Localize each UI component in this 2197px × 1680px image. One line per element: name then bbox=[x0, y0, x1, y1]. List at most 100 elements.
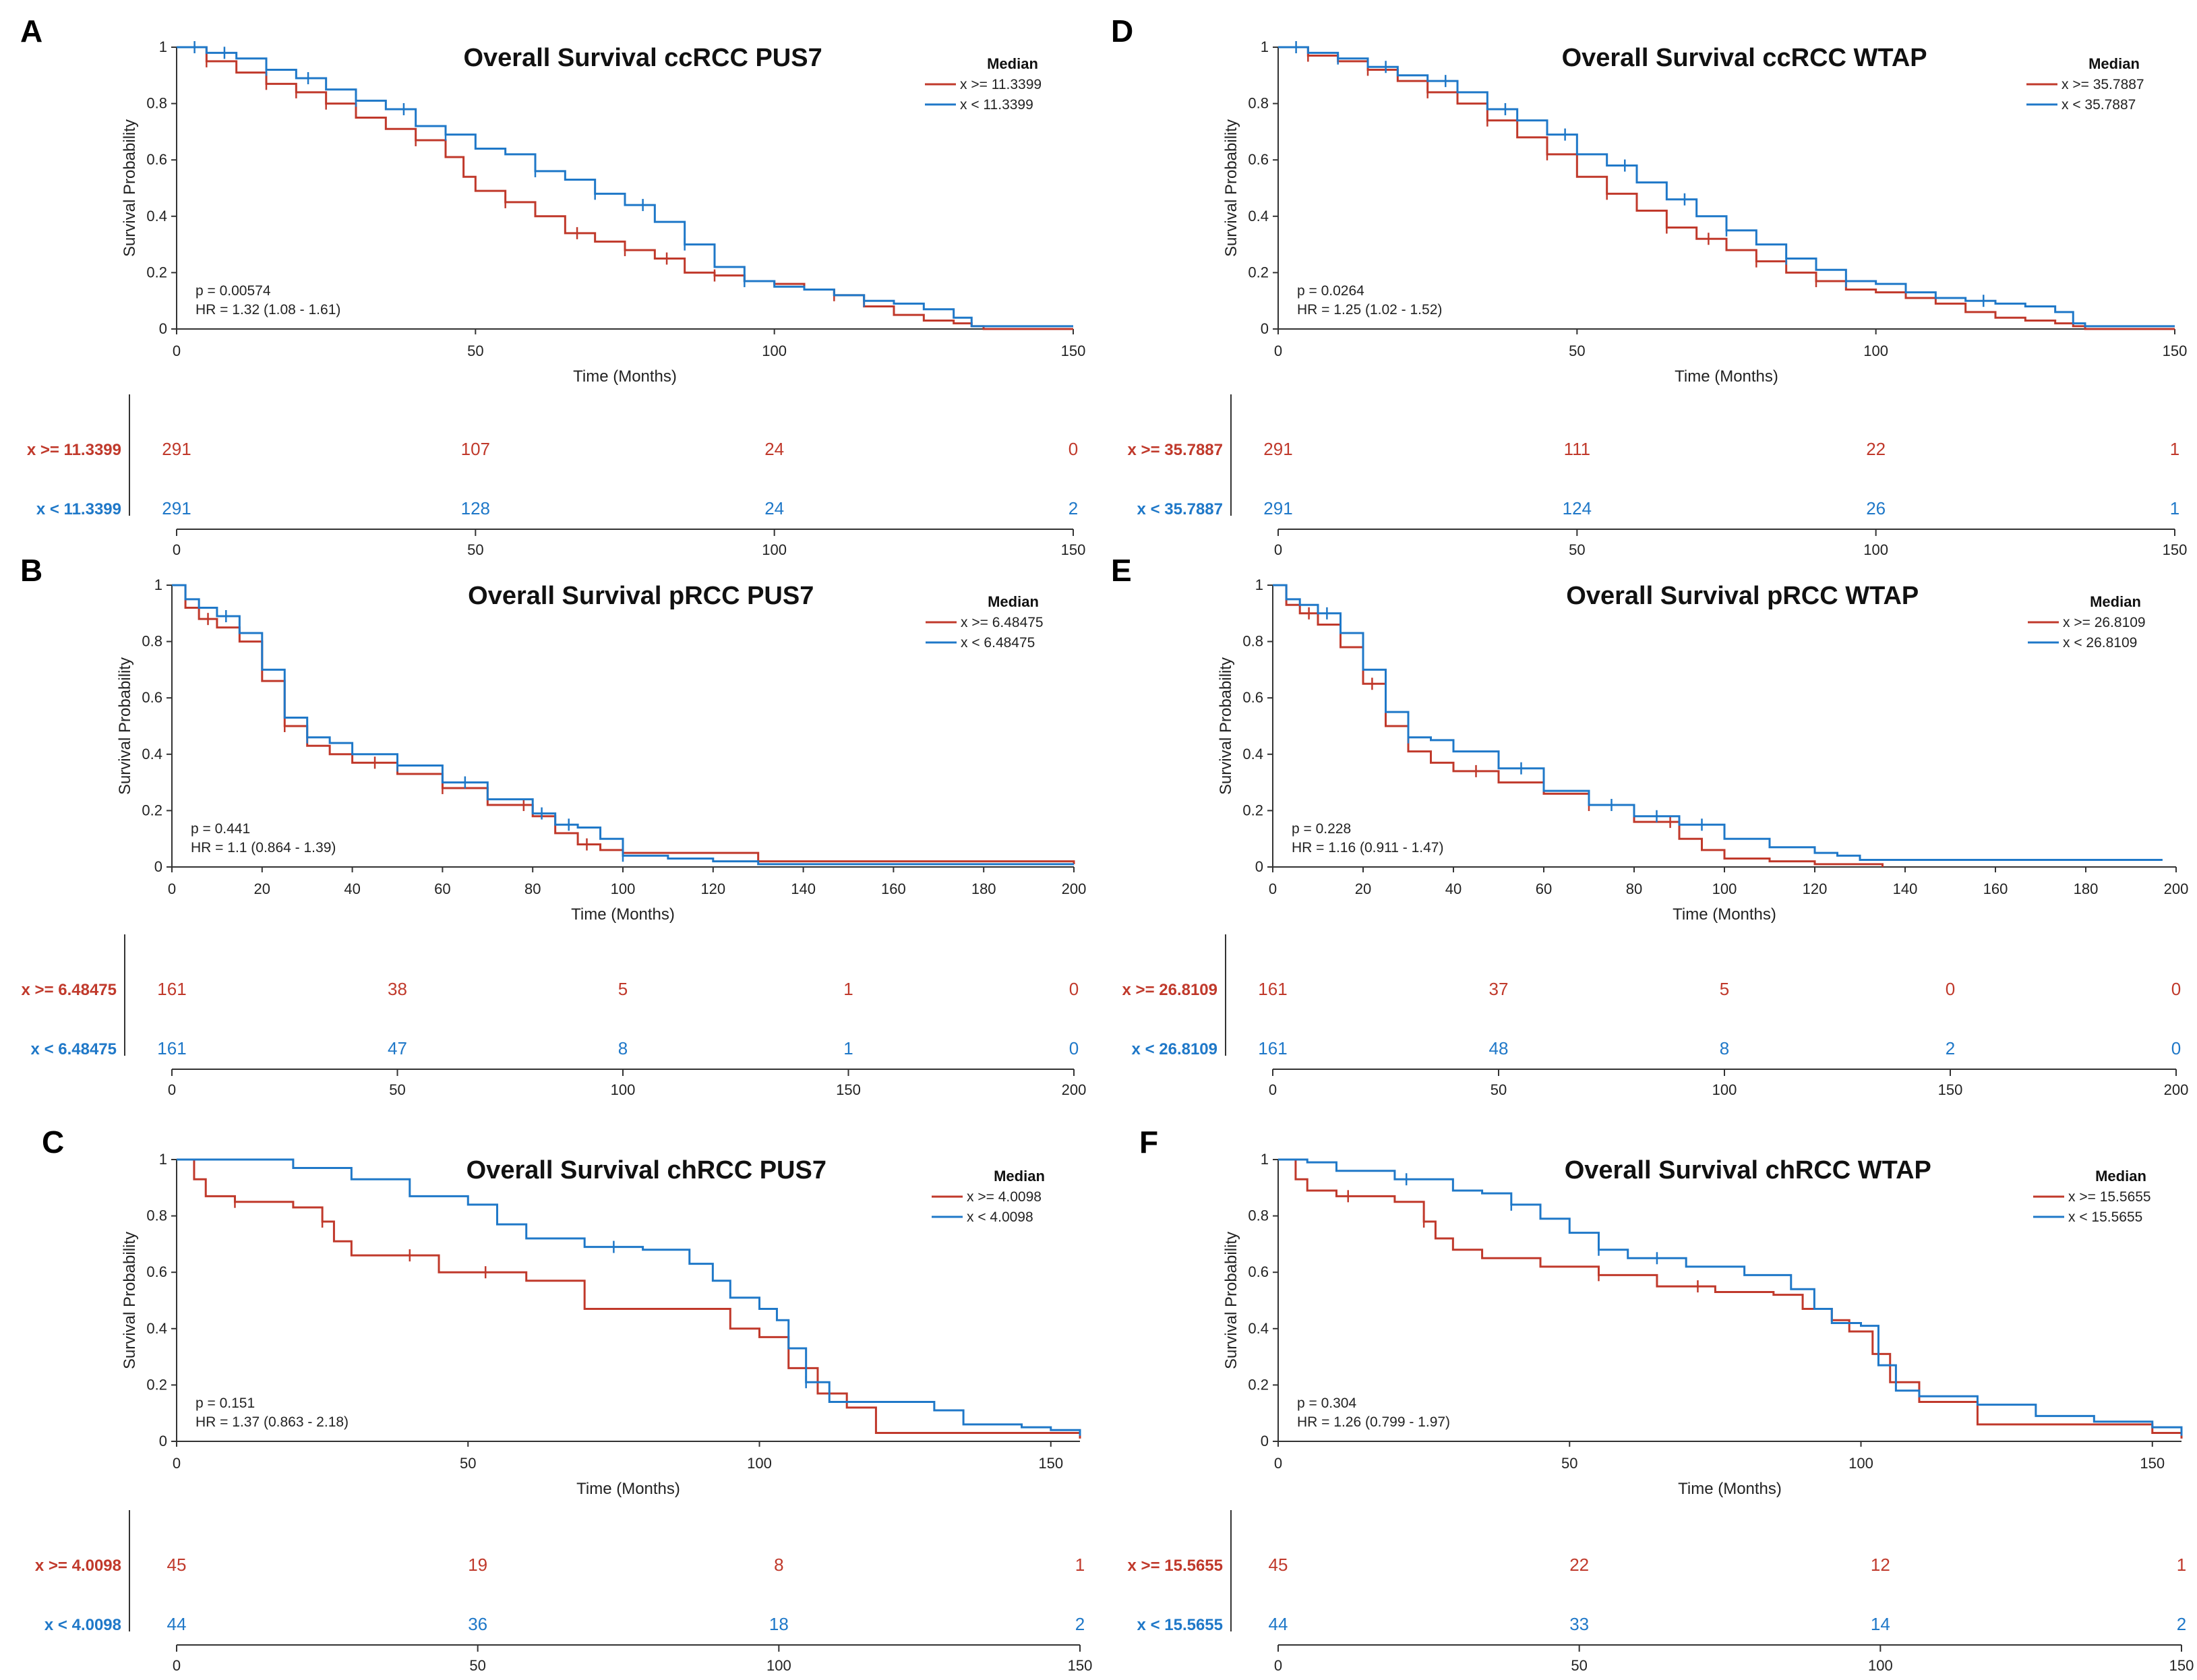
risk-count: 2 bbox=[1069, 498, 1078, 518]
risk-tick-label: 150 bbox=[2169, 1657, 2194, 1674]
legend-entry: x >= 35.7887 bbox=[2061, 77, 2144, 92]
risk-count: 45 bbox=[1269, 1555, 1288, 1575]
risk-tick-label: 0 bbox=[1274, 1657, 1282, 1674]
risk-count: 12 bbox=[1871, 1555, 1890, 1575]
y-tick-label: 0.6 bbox=[1248, 151, 1269, 168]
panel-letter: E bbox=[1111, 553, 1132, 588]
y-tick-label: 1 bbox=[1255, 576, 1263, 593]
x-tick-label: 150 bbox=[1038, 1455, 1063, 1472]
risk-count: 44 bbox=[1269, 1614, 1288, 1634]
x-tick-label: 40 bbox=[1445, 880, 1462, 897]
risk-count: 1 bbox=[2170, 439, 2179, 459]
panel-f: F Overall Survival chRCC WTAP 0 0.2 0.4 0.6 0.… bbox=[1128, 1124, 2194, 1674]
x-tick-label: 0 bbox=[173, 1455, 181, 1472]
risk-count: 291 bbox=[162, 439, 191, 459]
risk-count: 291 bbox=[1263, 498, 1292, 518]
y-tick-label: 0.6 bbox=[1248, 1263, 1269, 1280]
x-tick-label: 80 bbox=[524, 880, 541, 897]
chart-title: Overall Survival chRCC PUS7 bbox=[467, 1156, 826, 1184]
y-tick-label: 1 bbox=[1261, 38, 1269, 55]
risk-table: 0 50 100 150 x >= 4.0098 45 19 8 1 x < 4.0098 44 36… bbox=[35, 1510, 1092, 1674]
survival-curve-high bbox=[1278, 1158, 2183, 1439]
risk-tick-label: 50 bbox=[389, 1081, 405, 1098]
risk-tick-label: 150 bbox=[836, 1081, 861, 1098]
risk-count: 1 bbox=[2170, 498, 2179, 518]
y-axis-label: Survival Probability bbox=[1217, 657, 1235, 795]
risk-row-label: x < 26.8109 bbox=[1132, 1040, 1217, 1058]
risk-row-label: x >= 11.3399 bbox=[27, 441, 121, 459]
risk-tick-label: 0 bbox=[168, 1081, 176, 1098]
x-tick-label: 140 bbox=[1893, 880, 1918, 897]
legend-title: Median bbox=[988, 593, 1039, 610]
risk-tick-label: 100 bbox=[1868, 1657, 1893, 1674]
chart-title: Overall Survival chRCC WTAP bbox=[1565, 1156, 1931, 1184]
y-axis-label: Survival Probability bbox=[1222, 1232, 1240, 1369]
x-tick-label: 60 bbox=[1536, 880, 1552, 897]
y-tick-label: 0.4 bbox=[1248, 208, 1269, 224]
y-axis-label: Survival Probability bbox=[1222, 119, 1240, 257]
p-value: p = 0.151 bbox=[195, 1396, 255, 1411]
risk-count: 111 bbox=[1564, 439, 1591, 459]
x-tick-label: 140 bbox=[791, 880, 816, 897]
risk-count: 26 bbox=[1866, 498, 1886, 518]
risk-count: 18 bbox=[769, 1614, 789, 1634]
legend-entry: x >= 11.3399 bbox=[960, 77, 1042, 92]
risk-row-label: x < 35.7887 bbox=[1137, 500, 1223, 518]
x-tick-label: 50 bbox=[1561, 1455, 1577, 1472]
panel-letter: B bbox=[20, 553, 42, 588]
risk-count: 107 bbox=[461, 439, 490, 459]
y-tick-label: 0.2 bbox=[1248, 1376, 1269, 1393]
risk-count: 0 bbox=[1069, 979, 1079, 999]
risk-count: 8 bbox=[774, 1555, 783, 1575]
risk-table: 0 50 100 150 x >= 11.3399 291 107 24 0 x < 11.339… bbox=[27, 394, 1085, 558]
x-tick-label: 100 bbox=[1712, 880, 1737, 897]
x-tick-label: 0 bbox=[1269, 880, 1277, 897]
risk-tick-label: 150 bbox=[1938, 1081, 1963, 1098]
y-tick-label: 1 bbox=[159, 38, 167, 55]
legend-entry: x >= 26.8109 bbox=[2063, 615, 2146, 630]
y-axis-label: Survival Probability bbox=[116, 657, 134, 795]
risk-tick-label: 150 bbox=[2163, 541, 2188, 558]
x-axis-label: Time (Months) bbox=[1678, 1480, 1782, 1498]
hazard-ratio: HR = 1.1 (0.864 - 1.39) bbox=[191, 840, 336, 856]
risk-row-label: x >= 4.0098 bbox=[35, 1557, 121, 1575]
y-tick-label: 0 bbox=[1261, 1433, 1269, 1449]
hazard-ratio: HR = 1.26 (0.799 - 1.97) bbox=[1297, 1414, 1450, 1430]
panel-letter: C bbox=[42, 1124, 64, 1160]
risk-count: 36 bbox=[468, 1614, 487, 1634]
legend-entry: x < 35.7887 bbox=[2061, 97, 2136, 113]
risk-row-label: x < 6.48475 bbox=[31, 1040, 117, 1058]
chart-title: Overall Survival pRCC WTAP bbox=[1566, 582, 1919, 610]
y-axis-label: Survival Probability bbox=[121, 119, 139, 257]
x-tick-label: 160 bbox=[1983, 880, 2008, 897]
hazard-ratio: HR = 1.37 (0.863 - 2.18) bbox=[195, 1414, 349, 1430]
risk-tick-label: 0 bbox=[173, 1657, 181, 1674]
x-axis-label: Time (Months) bbox=[1673, 905, 1776, 924]
y-tick-label: 0.8 bbox=[146, 95, 167, 112]
y-tick-label: 0.2 bbox=[146, 1376, 167, 1393]
x-tick-label: 150 bbox=[2140, 1455, 2165, 1472]
risk-tick-label: 100 bbox=[1712, 1081, 1737, 1098]
y-tick-label: 0.2 bbox=[142, 802, 162, 818]
risk-tick-label: 200 bbox=[2164, 1081, 2189, 1098]
risk-tick-label: 50 bbox=[1569, 541, 1585, 558]
risk-count: 8 bbox=[1720, 1038, 1729, 1058]
y-tick-label: 0.8 bbox=[1248, 95, 1269, 112]
risk-count: 1 bbox=[843, 979, 853, 999]
x-tick-label: 100 bbox=[747, 1455, 772, 1472]
risk-row-label: x >= 35.7887 bbox=[1128, 441, 1223, 459]
y-tick-label: 0.8 bbox=[1248, 1207, 1269, 1224]
legend-title: Median bbox=[2090, 593, 2141, 610]
chart-title: Overall Survival pRCC PUS7 bbox=[468, 582, 814, 610]
risk-count: 22 bbox=[1866, 439, 1886, 459]
risk-count: 161 bbox=[1258, 1038, 1287, 1058]
x-tick-label: 200 bbox=[1062, 880, 1087, 897]
legend-entry: x < 15.5655 bbox=[2068, 1209, 2142, 1225]
risk-count: 19 bbox=[468, 1555, 487, 1575]
y-tick-label: 1 bbox=[1261, 1151, 1269, 1168]
survival-curve-low bbox=[1278, 46, 2175, 328]
hazard-ratio: HR = 1.16 (0.911 - 1.47) bbox=[1292, 840, 1443, 856]
risk-table: 0 50 100 150 x >= 35.7887 291 111 22 1 x < 35.788… bbox=[1128, 394, 2188, 558]
risk-tick-label: 100 bbox=[766, 1657, 791, 1674]
risk-count: 0 bbox=[1069, 439, 1078, 459]
